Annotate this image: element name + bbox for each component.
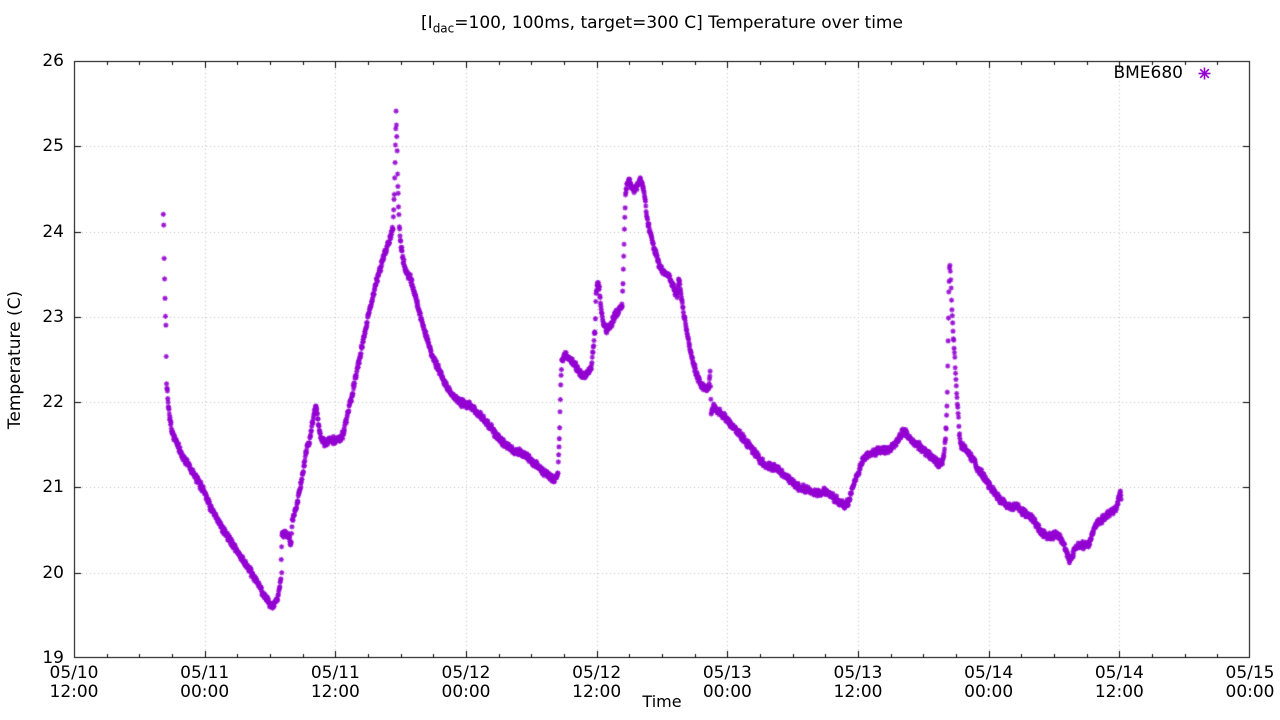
y-tick-label: 25: [42, 136, 64, 157]
y-tick-label: 26: [42, 51, 64, 71]
chart-title: [Idac=100, 100ms, target=300 C] Temperat…: [74, 13, 1250, 35]
y-axis-label: Temperature (C): [5, 290, 25, 430]
x-tick-label: 05/12 00:00: [441, 663, 491, 702]
x-tick-label: 05/10 12:00: [49, 663, 99, 702]
chart-title-subscript: dac: [432, 21, 455, 36]
x-tick-label: 05/14 00:00: [964, 663, 1014, 702]
x-tick-label: 05/12 12:00: [572, 663, 622, 702]
x-tick-label: 05/13 12:00: [833, 663, 883, 702]
y-tick-label: 23: [42, 306, 64, 327]
y-tick-label: 20: [42, 562, 64, 583]
y-tick-label: 22: [42, 392, 64, 413]
chart-title-post: =100, 100ms, target=300 C] Temperature o…: [454, 13, 903, 33]
legend-series-label: BME680: [1113, 63, 1183, 83]
x-tick-label: 05/11 12:00: [310, 663, 360, 702]
chart-title-pre: [I: [421, 13, 433, 33]
asterisk-icon: [1198, 67, 1211, 79]
y-tick-label: 21: [42, 477, 64, 498]
x-axis-label: Time: [642, 692, 682, 711]
x-tick-label: 05/13 00:00: [702, 663, 752, 702]
y-tick-label: 19: [42, 648, 64, 668]
y-tick-label: 24: [42, 221, 64, 242]
x-tick-label: 05/15 00:00: [1225, 663, 1275, 702]
x-tick-label: 05/14 12:00: [1094, 663, 1144, 702]
legend: BME680: [1113, 63, 1212, 83]
x-tick-label: 05/11 00:00: [180, 663, 230, 702]
